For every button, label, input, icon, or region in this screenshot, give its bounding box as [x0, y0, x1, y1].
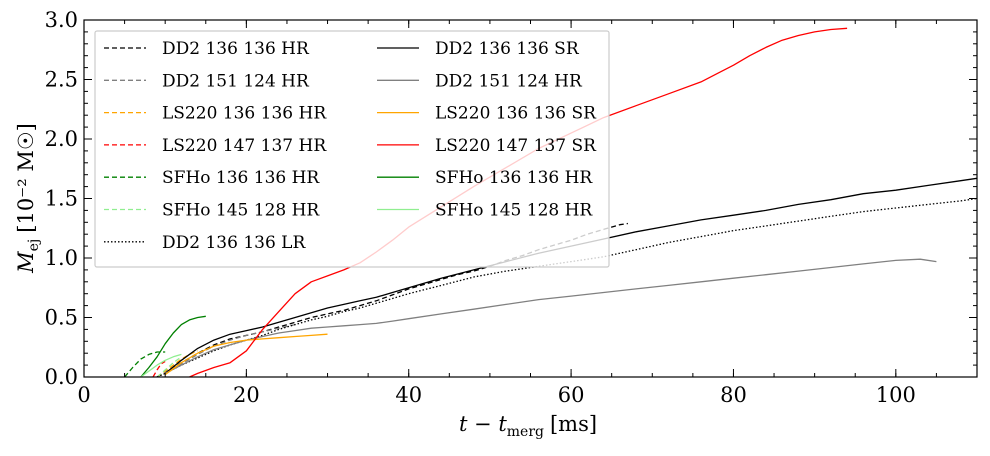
series-line-12	[140, 353, 182, 377]
legend: DD2 136 136 HR DD2 151 124 HR LS220 136 13…	[94, 30, 610, 268]
legend-label: SFHo 145 128 HR	[162, 201, 320, 221]
legend-label: DD2 136 136 HR	[162, 39, 310, 59]
legend-entry-0: DD2 136 136 HR	[104, 39, 310, 59]
y-axis-label-sub: ej	[26, 239, 42, 252]
legend-entry-3: LS220 147 137 HR	[104, 136, 327, 156]
x-axis-label-sub: merg	[507, 424, 544, 440]
legend-label: SFHo 136 136 HR	[435, 168, 593, 188]
legend-label: LS220 136 136 SR	[435, 104, 597, 124]
legend-label: DD2 151 124 HR	[162, 71, 310, 91]
series-line-7	[164, 177, 977, 374]
y-tick-label: 0.0	[45, 365, 78, 389]
tick-labels: 0 20 40 60 80 100 0.0 0.5 1.0 1.5 2.0 2.5 3.0	[45, 8, 916, 407]
x-axis-label-main: t − t	[459, 412, 507, 436]
legend-entry-1: DD2 151 124 HR	[104, 71, 310, 91]
y-tick-label: 2.5	[45, 68, 78, 92]
y-axis-label-unit: [10⁻² M☉]	[14, 123, 38, 233]
series-line-4	[124, 351, 166, 377]
legend-entry-6: DD2 136 136 LR	[104, 233, 306, 253]
legend-label: DD2 136 136 LR	[162, 233, 306, 253]
legend-label: SFHo 145 128 HR	[435, 201, 593, 221]
y-tick-label: 1.0	[45, 246, 78, 270]
legend-label: LS220 147 137 HR	[162, 136, 327, 156]
y-tick-label: 3.0	[45, 8, 78, 32]
series-line-8	[164, 258, 937, 374]
x-tick-label: 20	[233, 383, 260, 407]
legend-entry-9: LS220 136 136 SR	[377, 104, 597, 124]
curves	[124, 27, 977, 377]
x-tick-label: 60	[558, 383, 585, 407]
legend-label: LS220 136 136 HR	[162, 104, 327, 124]
series-line-0	[156, 222, 628, 377]
series-line-5	[156, 356, 182, 377]
series-line-9	[164, 333, 328, 376]
legend-entry-2: LS220 136 136 HR	[104, 104, 327, 124]
y-axis-label: Mej [10⁻² M☉]	[14, 123, 42, 274]
legend-label: SFHo 136 136 HR	[162, 168, 320, 188]
x-tick-label: 100	[876, 383, 916, 407]
legend-label: LS220 147 137 SR	[435, 136, 597, 156]
legend-entry-10: LS220 147 137 SR	[377, 136, 597, 156]
legend-entry-8: DD2 151 124 HR	[377, 71, 583, 91]
legend-entry-12: SFHo 145 128 HR	[377, 201, 593, 221]
y-axis-label-main: M	[14, 251, 38, 274]
legend-label: DD2 136 136 SR	[435, 39, 580, 59]
x-axis-label-unit: [ms]	[550, 412, 597, 436]
series-line-11	[140, 315, 206, 377]
y-tick-label: 1.5	[45, 187, 78, 211]
legend-box	[94, 30, 610, 268]
legend-label: DD2 151 124 HR	[435, 71, 583, 91]
series-line-1	[156, 323, 296, 377]
ticks	[83, 19, 978, 378]
x-tick-label: 40	[395, 383, 422, 407]
x-tick-label: 0	[77, 383, 90, 407]
x-tick-label: 80	[720, 383, 747, 407]
legend-entry-5: SFHo 145 128 HR	[104, 201, 320, 221]
series-line-3	[152, 360, 166, 377]
legend-entry-7: DD2 136 136 SR	[377, 39, 580, 59]
legend-entry-11: SFHo 136 136 HR	[377, 168, 593, 188]
x-axis-label: t − tmerg [ms]	[459, 412, 597, 440]
y-tick-label: 0.5	[45, 306, 78, 330]
legend-entry-4: SFHo 136 136 HR	[104, 168, 320, 188]
y-tick-label: 2.0	[45, 127, 78, 151]
